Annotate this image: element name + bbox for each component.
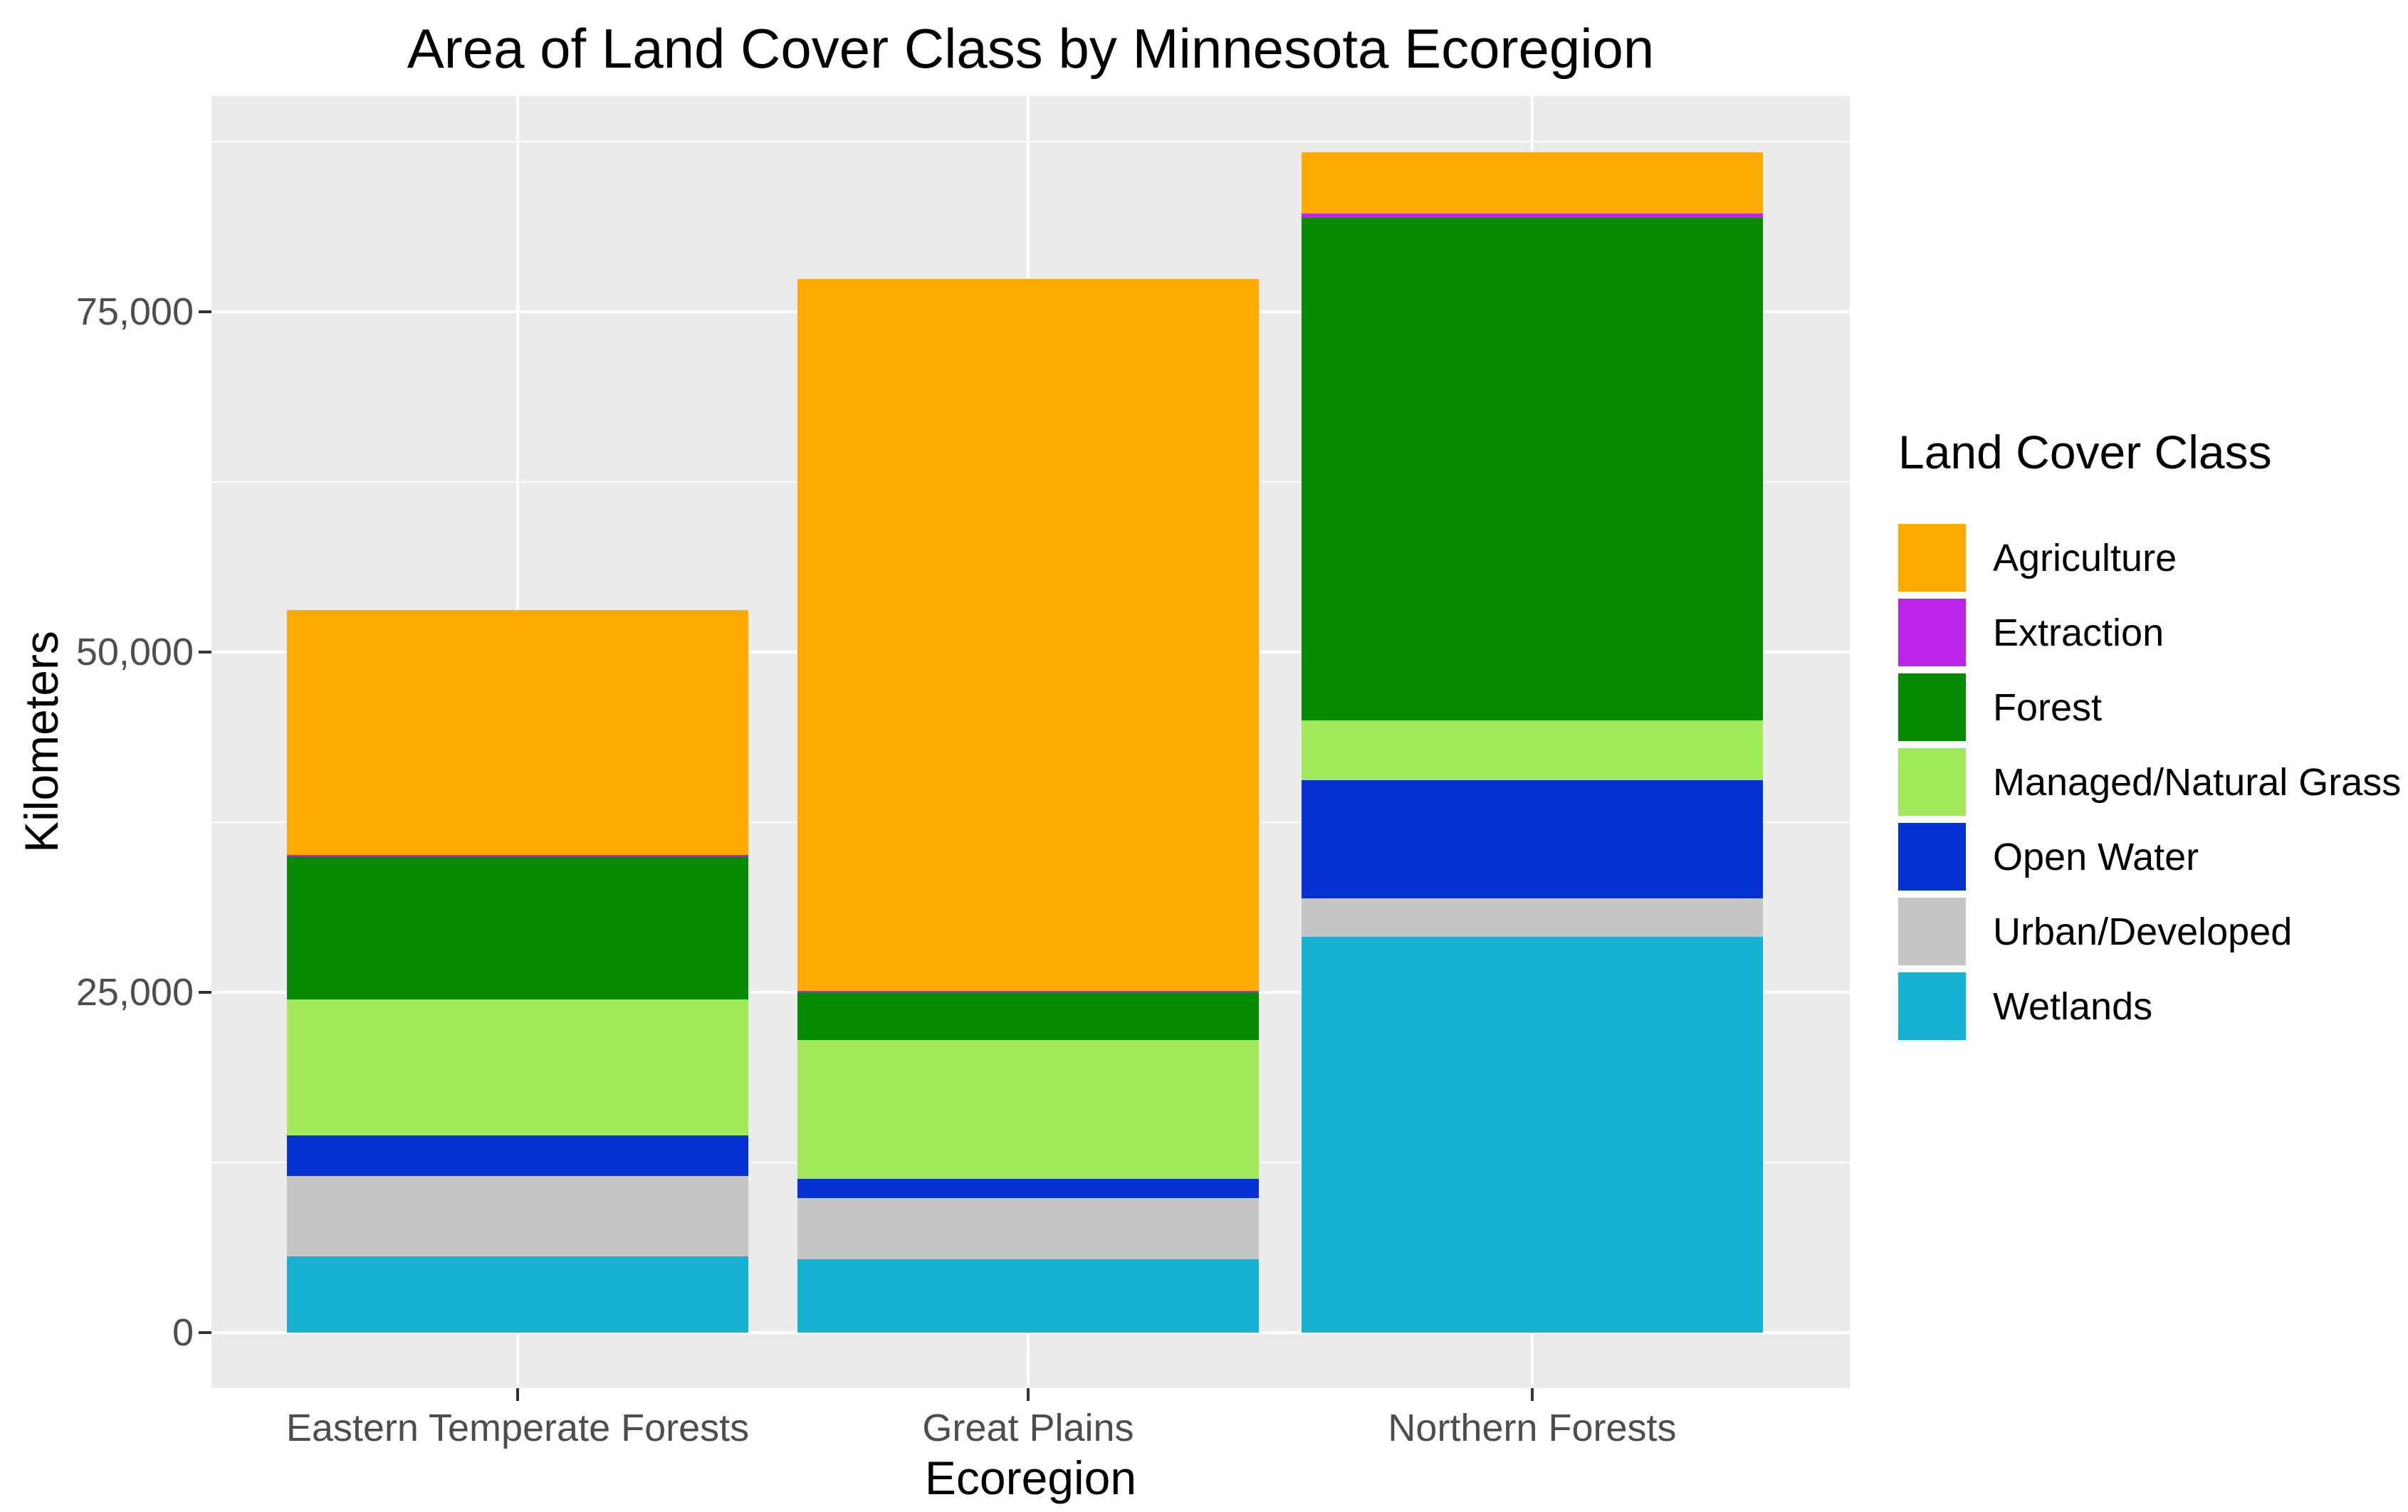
legend-swatch xyxy=(1898,748,1966,816)
legend-label: Open Water xyxy=(1993,835,2199,878)
bar-segment-wetlands-2 xyxy=(797,1259,1259,1333)
bar-segment-open-water-2 xyxy=(797,1178,1259,1198)
x-tick-label: Eastern Temperate Forests xyxy=(286,1407,750,1449)
bar-segment-extraction-3 xyxy=(1302,214,1763,219)
bar-segment-urban-developed-3 xyxy=(1302,898,1763,937)
bar-segment-forest-3 xyxy=(1302,218,1763,720)
legend: Land Cover Class Agriculture Extraction Fo… xyxy=(1898,424,2408,1047)
y-tick-label: 25,000 xyxy=(75,971,194,1014)
x-tick-mark xyxy=(1531,1388,1534,1401)
bar-segment-managed-natural-grass-2 xyxy=(797,1039,1259,1179)
x-tick-label: Great Plains xyxy=(922,1407,1134,1449)
legend-label: Urban/Developed xyxy=(1993,910,2293,953)
bar-segment-open-water-3 xyxy=(1302,779,1763,899)
legend-item-urban-developed: Urban/Developed xyxy=(1898,898,2408,965)
minor-gridline xyxy=(211,141,1850,142)
bar-segment-forest-2 xyxy=(797,992,1259,1040)
bar-segment-extraction-2 xyxy=(797,991,1259,992)
bar-segment-urban-developed-1 xyxy=(287,1176,748,1256)
x-tick-mark xyxy=(516,1388,519,1401)
y-tick-label: 0 xyxy=(172,1311,194,1354)
legend-swatch xyxy=(1898,599,1966,666)
legend-item-extraction: Extraction xyxy=(1898,599,2408,666)
bar-segment-wetlands-1 xyxy=(287,1256,748,1333)
bar-segment-agriculture-2 xyxy=(797,279,1259,992)
legend-swatch xyxy=(1898,524,1966,592)
bar-segment-open-water-1 xyxy=(287,1135,748,1177)
legend-swatch xyxy=(1898,823,1966,891)
legend-item-wetlands: Wetlands xyxy=(1898,972,2408,1040)
bar-segment-managed-natural-grass-1 xyxy=(287,999,748,1135)
plot-panel xyxy=(211,96,1850,1388)
legend-item-agriculture: Agriculture xyxy=(1898,524,2408,592)
y-tick-mark xyxy=(199,991,211,994)
x-tick-label: Northern Forests xyxy=(1388,1407,1677,1449)
legend-items: Agriculture Extraction Forest Managed/Natur… xyxy=(1898,524,2408,1040)
bar-segment-wetlands-3 xyxy=(1302,936,1763,1333)
legend-swatch xyxy=(1898,898,1966,965)
y-tick-mark xyxy=(199,651,211,653)
bar-segment-agriculture-1 xyxy=(287,609,748,855)
legend-title: Land Cover Class xyxy=(1898,426,2272,478)
legend-label: Wetlands xyxy=(1993,985,2153,1028)
legend-label: Managed/Natural Grass xyxy=(1993,760,2402,804)
bar-segment-agriculture-3 xyxy=(1302,152,1763,214)
y-tick-label: 50,000 xyxy=(75,631,194,673)
bar-segment-managed-natural-grass-3 xyxy=(1302,720,1763,780)
major-gridline xyxy=(211,1331,1850,1334)
bar-segment-extraction-1 xyxy=(287,854,748,856)
chart-title: Area of Land Cover Class by Minnesota Ec… xyxy=(407,17,1655,80)
y-tick-mark xyxy=(199,1331,211,1334)
major-gridline xyxy=(211,991,1850,994)
legend-item-forest: Forest xyxy=(1898,673,2408,741)
y-tick-mark xyxy=(199,310,211,313)
legend-label: Extraction xyxy=(1993,611,2164,654)
y-tick-label: 75,000 xyxy=(75,290,194,333)
legend-item-managed-natural-grass: Managed/Natural Grass xyxy=(1898,748,2408,816)
legend-label: Agriculture xyxy=(1993,536,2177,579)
bar-segment-urban-developed-2 xyxy=(797,1197,1259,1259)
bar-segment-forest-1 xyxy=(287,856,748,999)
x-tick-mark xyxy=(1027,1388,1030,1401)
legend-item-open-water: Open Water xyxy=(1898,823,2408,891)
legend-swatch xyxy=(1898,673,1966,741)
x-axis-title: Ecoregion xyxy=(924,1451,1137,1504)
legend-label: Forest xyxy=(1993,686,2103,729)
legend-swatch xyxy=(1898,972,1966,1040)
